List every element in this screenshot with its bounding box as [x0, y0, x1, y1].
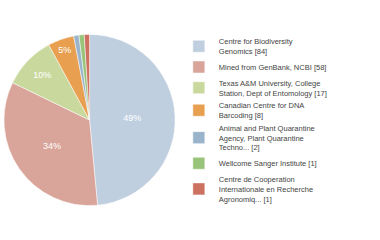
svg-text:49%: 49%	[123, 113, 141, 123]
svg-text:10%: 10%	[33, 70, 51, 80]
svg-text:5%: 5%	[58, 45, 71, 55]
svg-text:Mined from GenBank, NCBI [58]: Mined from GenBank, NCBI [58]	[219, 63, 327, 72]
svg-text:Texas A&M University, CollegeS: Texas A&M University, CollegeStation, De…	[219, 79, 327, 98]
svg-text:Centre de CooperationInternati: Centre de CooperationInternationale en R…	[219, 175, 313, 204]
svg-text:Centre for BiodiversityGenomic: Centre for BiodiversityGenomics [84]	[219, 37, 293, 56]
svg-text:Animal and Plant QuarantineAge: Animal and Plant QuarantineAgency, Plant…	[219, 124, 315, 153]
svg-text:Canadian Centre for DNABarcodi: Canadian Centre for DNABarcoding [8]	[219, 101, 304, 120]
svg-text:34%: 34%	[43, 141, 61, 151]
svg-text:Wellcome Sanger Institute [1]: Wellcome Sanger Institute [1]	[219, 159, 317, 168]
